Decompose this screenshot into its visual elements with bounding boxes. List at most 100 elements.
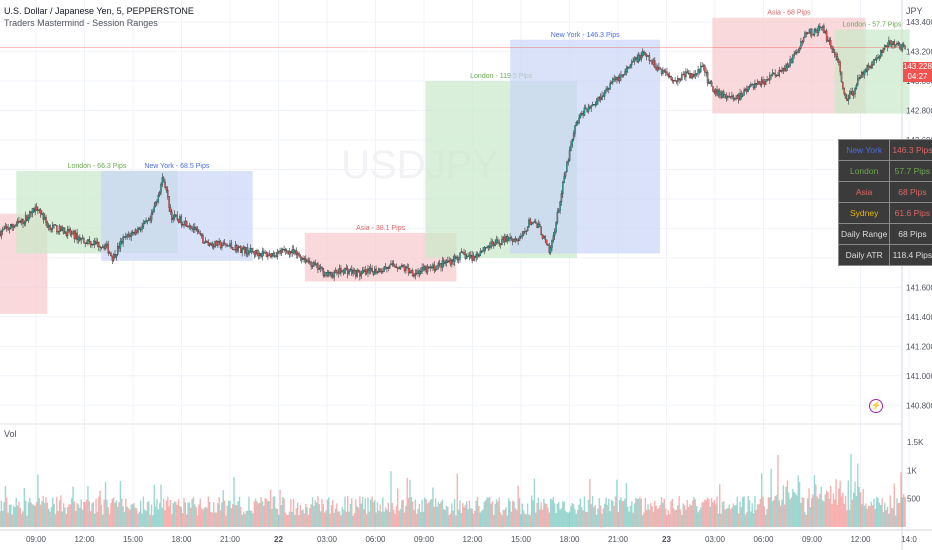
candle-body — [52, 225, 54, 229]
candle-body — [808, 32, 810, 34]
volume-bar — [267, 501, 269, 527]
candle-body — [253, 251, 256, 255]
candle-body — [858, 77, 860, 80]
volume-bar — [35, 502, 38, 527]
volume-bar — [571, 503, 573, 527]
volume-bar — [685, 509, 687, 527]
volume-bar — [48, 508, 50, 527]
candle-body — [89, 240, 92, 246]
volume-bar — [310, 504, 312, 527]
volume-bar — [390, 471, 392, 527]
volume-bar — [364, 498, 366, 527]
volume-bar — [298, 515, 300, 527]
candle-body — [292, 249, 295, 254]
volume-bar — [29, 497, 31, 527]
volume-bar — [319, 511, 322, 527]
candle-body — [317, 263, 319, 270]
volume-bar — [778, 500, 780, 527]
session-row: Sydney 61.6 Pips — [837, 202, 932, 224]
candle-body — [283, 249, 285, 251]
volume-bar — [186, 514, 188, 527]
candle-body — [77, 237, 80, 241]
volume-bar — [602, 508, 605, 527]
volume-bar — [71, 498, 73, 527]
volume-bar — [604, 503, 606, 527]
x-tick-label: 15:00 — [123, 535, 144, 544]
candle-body — [501, 239, 503, 245]
candle-body — [328, 271, 330, 276]
volume-bar — [839, 480, 841, 527]
volume-bar — [460, 512, 463, 527]
candle-body — [139, 229, 142, 231]
candle-body — [786, 64, 789, 68]
volume-bar — [517, 485, 519, 527]
volume-bar — [196, 515, 199, 527]
volume-bar — [99, 490, 101, 527]
volume-bar — [782, 485, 785, 527]
candle-body — [91, 244, 93, 246]
candle-body — [622, 74, 625, 76]
candle-body — [388, 264, 391, 269]
candle-body — [15, 223, 17, 226]
volume-bar — [238, 496, 241, 527]
volume-bar — [878, 502, 881, 527]
candle-body — [181, 224, 184, 226]
candle-body — [443, 260, 445, 264]
candle-body — [371, 267, 373, 272]
candle-body — [602, 95, 605, 97]
volume-bar — [118, 502, 120, 527]
volume-bar — [328, 497, 330, 527]
candle-body — [379, 268, 381, 273]
candle-body — [80, 238, 82, 241]
candle-body — [30, 211, 32, 214]
volume-bar — [536, 503, 538, 527]
candle-body — [618, 77, 621, 82]
y-tick-label: 141.200 — [906, 342, 932, 351]
lightning-icon[interactable]: ⚡ — [869, 399, 883, 413]
candle-body — [353, 270, 356, 272]
volume-bar — [539, 509, 541, 527]
candle-body — [0, 232, 1, 237]
candle-body — [202, 235, 204, 244]
candle-body — [884, 45, 886, 49]
x-tick-label: 22 — [274, 535, 283, 544]
candle-body — [118, 246, 120, 249]
candle-body — [610, 82, 613, 84]
volume-bar — [678, 495, 680, 527]
volume-bar — [271, 508, 273, 527]
candle-body — [156, 201, 158, 203]
volume-bar — [81, 509, 84, 527]
candle-body — [683, 73, 686, 78]
volume-bar — [190, 507, 192, 527]
candle-body — [453, 256, 456, 262]
candle-body — [273, 255, 276, 257]
volume-bar — [824, 494, 826, 527]
volume-bar — [709, 506, 711, 527]
volume-bar — [540, 502, 542, 527]
volume-bar — [756, 504, 759, 527]
volume-bar — [808, 488, 810, 527]
volume-bar — [652, 511, 655, 527]
volume-bar — [691, 500, 694, 527]
candle-body — [852, 93, 855, 96]
volume-bar — [503, 509, 506, 527]
candle-body — [580, 113, 583, 115]
candle-body — [256, 250, 258, 254]
candle-body — [138, 227, 141, 230]
candle-body — [441, 260, 444, 268]
session-value: 57.7 Pips — [889, 160, 932, 182]
candle-body — [540, 226, 542, 236]
candle-body — [563, 176, 565, 183]
candle-body — [176, 215, 178, 220]
volume-bar — [443, 508, 445, 527]
candle-body — [613, 78, 615, 80]
volume-bar — [654, 500, 656, 527]
volume-bar — [524, 513, 526, 527]
volume-bar — [825, 490, 828, 527]
volume-bar — [535, 512, 537, 527]
volume-bar — [759, 499, 762, 527]
volume-bar — [882, 512, 885, 527]
candle-body — [718, 90, 721, 95]
candle-body — [449, 260, 452, 265]
